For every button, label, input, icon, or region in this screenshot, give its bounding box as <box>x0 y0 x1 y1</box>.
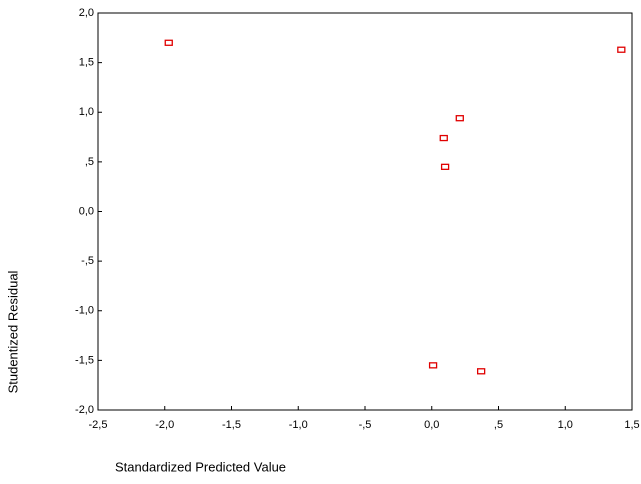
chart: Studentized Residual Standardized Predic… <box>0 0 641 484</box>
plot-frame <box>98 13 632 410</box>
x-tick-label: -2,5 <box>89 419 108 431</box>
x-axis-title: Standardized Predicted Value <box>115 459 286 474</box>
x-tick-label: -,5 <box>359 419 372 431</box>
point <box>440 136 447 141</box>
point <box>478 369 485 374</box>
x-tick-label: -1,0 <box>289 419 308 431</box>
y-tick-label: -1,5 <box>75 354 94 366</box>
y-tick-label: 1,5 <box>79 57 94 69</box>
y-tick-label: -2,0 <box>75 404 94 416</box>
y-axis-title: Studentized Residual <box>5 270 20 393</box>
page: {"chart_data": {"type": "scatter", "xlab… <box>0 0 641 484</box>
x-tick-label: 0,0 <box>424 419 439 431</box>
point <box>165 40 172 45</box>
y-tick-label: 2,0 <box>79 7 94 19</box>
y-tick-label: 0,0 <box>79 205 94 217</box>
point <box>618 47 625 52</box>
x-tick-label: -2,0 <box>155 419 174 431</box>
y-tick-label: ,5 <box>85 156 94 168</box>
point <box>456 116 463 121</box>
y-tick-label: -,5 <box>81 255 94 267</box>
x-tick-label: 1,0 <box>558 419 573 431</box>
y-tick-label: -1,0 <box>75 305 94 317</box>
x-tick-label: 1,5 <box>624 419 639 431</box>
x-tick-label: -1,5 <box>222 419 241 431</box>
x-tick-label: ,5 <box>494 419 503 431</box>
point <box>430 363 437 368</box>
y-tick-label: 1,0 <box>79 106 94 118</box>
point <box>442 164 449 169</box>
